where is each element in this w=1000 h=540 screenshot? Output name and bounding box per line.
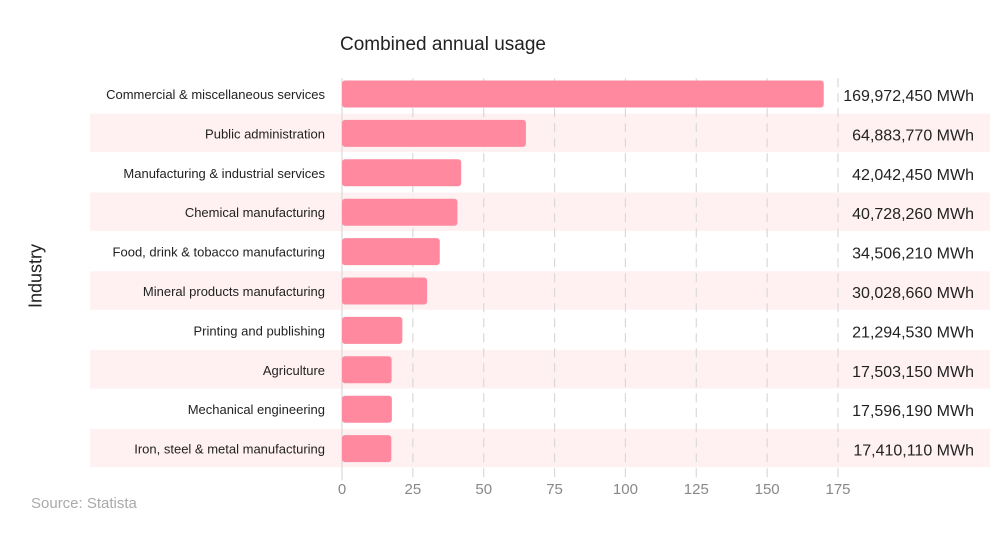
category-label: Mechanical engineering [188, 402, 325, 417]
x-axis-ticks: 0 25 50 75 100 125 150 175 [338, 481, 851, 498]
bar [342, 198, 458, 226]
bar [342, 435, 392, 463]
source-note: Source: Statista [31, 495, 137, 512]
row-band [90, 192, 990, 231]
category-label: Printing and publishing [193, 323, 325, 338]
value-label: 64,883,770 MWh [852, 127, 974, 144]
category-label: Manufacturing & industrial services [123, 166, 325, 181]
value-label: 17,503,150 MWh [852, 364, 974, 381]
value-label: 17,596,190 MWh [852, 403, 974, 420]
row-band [90, 113, 990, 153]
x-tick-label: 25 [405, 481, 422, 498]
row-band [90, 271, 990, 310]
value-label: 169,972,450 MWh [843, 88, 974, 105]
category-label: Commercial & miscellaneous services [106, 87, 325, 102]
value-label: 42,042,450 MWh [852, 167, 974, 184]
category-label: Mineral products manufacturing [143, 284, 325, 299]
row-bands [90, 113, 990, 468]
category-label: Iron, steel & metal manufacturing [134, 442, 325, 457]
x-tick-label: 100 [613, 481, 638, 498]
bar [342, 80, 824, 108]
category-label: Food, drink & tobacco manufacturing [113, 245, 325, 260]
x-tick-label: 150 [755, 481, 780, 498]
bar [342, 316, 403, 344]
x-tick-label: 75 [546, 481, 563, 498]
x-tick-label: 125 [684, 481, 709, 498]
value-labels: 169,972,450 MWh 64,883,770 MWh 42,042,450 … [843, 88, 974, 460]
bars [342, 80, 824, 463]
bar [342, 395, 392, 423]
x-tick-label: 175 [825, 481, 850, 498]
x-tick-label: 0 [338, 481, 346, 498]
value-label: 40,728,260 MWh [852, 206, 974, 223]
bar [342, 356, 392, 384]
x-tick-label: 50 [475, 481, 492, 498]
bar [342, 277, 428, 305]
chart-title: Combined annual usage [340, 34, 546, 55]
value-label: 30,028,660 MWh [852, 285, 974, 302]
category-label: Agriculture [263, 363, 325, 378]
bar [342, 119, 526, 147]
row-band [90, 428, 990, 468]
value-label: 21,294,530 MWh [852, 324, 974, 341]
category-label: Public administration [205, 126, 325, 141]
bar [342, 159, 462, 187]
category-labels: Commercial & miscellaneous services Publi… [106, 87, 325, 457]
gridlines [341, 78, 839, 481]
value-label: 17,410,110 MWh [853, 443, 974, 460]
value-label: 34,506,210 MWh [852, 246, 974, 263]
bar [342, 238, 440, 266]
row-band [90, 350, 990, 389]
category-label: Chemical manufacturing [185, 205, 325, 220]
